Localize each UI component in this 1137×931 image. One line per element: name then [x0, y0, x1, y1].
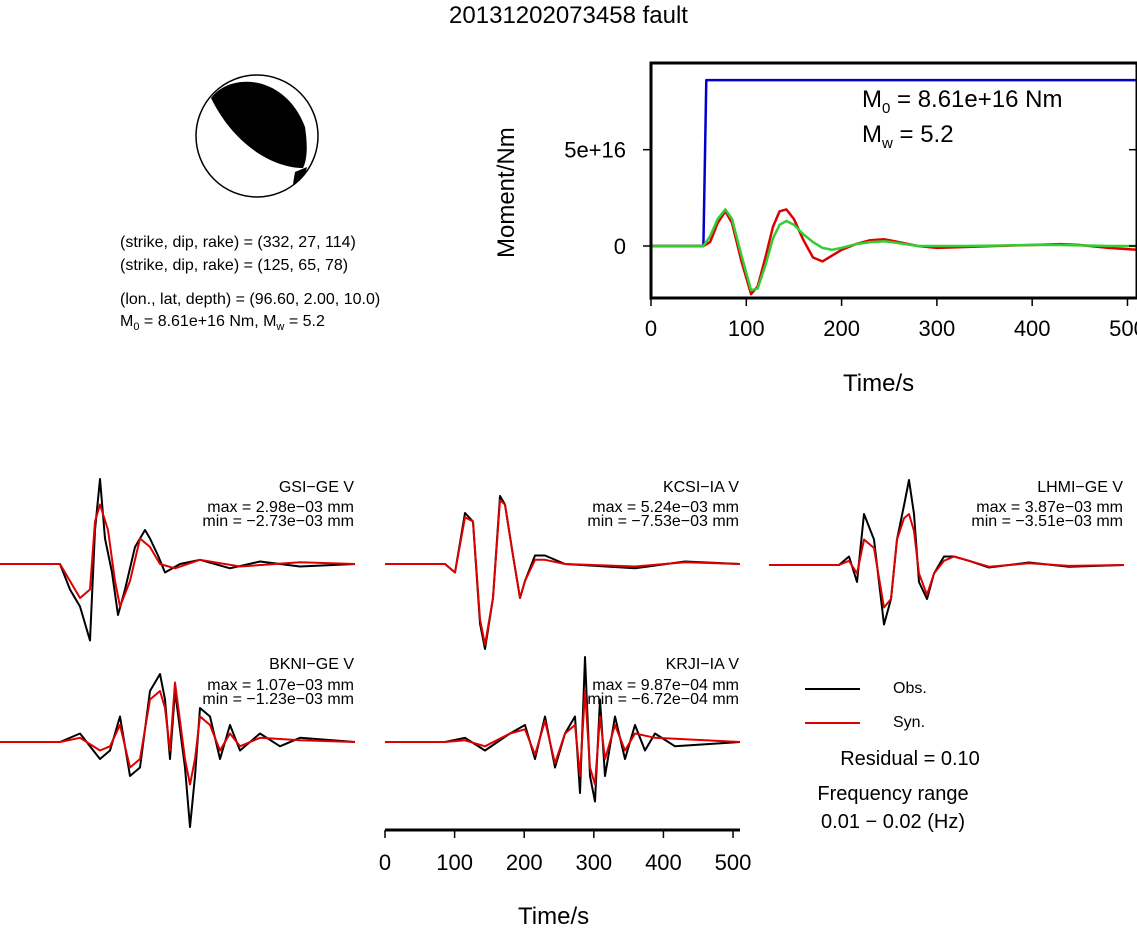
station-min-4: min = −6.72e−04 mm — [587, 691, 739, 708]
moment-xtick-label-1: 100 — [728, 316, 765, 341]
moment-ytick-label-0: 0 — [614, 234, 626, 259]
station-name-4: KRJI−IA V — [665, 656, 739, 673]
station-name-3: BKNI−GE V — [269, 656, 354, 673]
waveform-xtick-label-1: 100 — [436, 850, 473, 875]
waveform-xlabel: Time/s — [518, 903, 590, 930]
moment-xtick-label-3: 300 — [919, 316, 956, 341]
waveform-xtick-label-3: 300 — [575, 850, 612, 875]
magnitude-text: M0 = 8.61e+16 Nm, Mw = 5.2 — [120, 313, 325, 334]
waveform-xtick-label-2: 200 — [506, 850, 543, 875]
legend-obs-label: Obs. — [893, 680, 927, 697]
station-min-3: min = −1.23e−03 mm — [202, 691, 354, 708]
station-max-2: max = 3.87e−03 mm — [976, 499, 1123, 516]
station-2-syn-trace — [769, 513, 1125, 609]
plane1-text: (strike, dip, rake) = (332, 27, 114) — [120, 234, 356, 251]
plane2-text: (strike, dip, rake) = (125, 65, 78) — [120, 257, 349, 274]
page-title: 20131202073458 fault — [449, 2, 688, 29]
station-3-syn-trace — [0, 681, 356, 786]
station-1-syn-trace — [385, 499, 741, 646]
station-max-3: max = 1.07e−03 mm — [207, 677, 354, 694]
station-name-2: LHMI−GE V — [1037, 479, 1123, 496]
moment-xtick-label-2: 200 — [823, 316, 860, 341]
waveform-xtick-label-0: 0 — [379, 850, 391, 875]
location-text: (lon., lat, depth) = (96.60, 2.00, 10.0) — [120, 291, 381, 308]
station-name-0: GSI−GE V — [278, 479, 354, 496]
station-min-2: min = −3.51e−03 mm — [971, 513, 1123, 530]
frequency-range-value: 0.01 − 0.02 (Hz) — [821, 811, 965, 833]
station-max-0: max = 2.98e−03 mm — [207, 499, 354, 516]
moment-plot-frame — [649, 61, 1137, 300]
moment-chart: 0 100 200 300 400 500 0 5e+16 — [564, 61, 1137, 341]
moment-xtick-label-0: 0 — [645, 316, 657, 341]
moment-axes: 0 100 200 300 400 500 0 5e+16 — [564, 138, 1137, 341]
moment-xtick-label-4: 400 — [1014, 316, 1051, 341]
moment-ytick-label-1: 5e+16 — [564, 138, 626, 163]
moment-xtick-label-5: 500 — [1109, 316, 1137, 341]
station-max-1: max = 5.24e−03 mm — [592, 499, 739, 516]
residual-text: Residual = 0.10 — [840, 748, 980, 770]
moment-series-2 — [651, 208, 1137, 292]
waveform-series-group — [0, 478, 1125, 828]
station-4-syn-trace — [385, 690, 741, 786]
moment-annotation-mw: Mw = 5.2 — [862, 121, 954, 152]
station-min-0: min = −2.73e−03 mm — [202, 513, 354, 530]
waveform-xtick-label-5: 500 — [715, 850, 752, 875]
moment-series-group — [651, 78, 1137, 296]
legend-syn-label: Syn. — [893, 714, 926, 731]
frequency-range-label: Frequency range — [817, 783, 969, 805]
station-0-syn-trace — [0, 503, 356, 608]
station-min-1: min = −7.53e−03 mm — [587, 513, 739, 530]
station-max-4: max = 9.87e−04 mm — [592, 677, 739, 694]
moment-annotation-m0: M0 = 8.61e+16 Nm — [862, 86, 1063, 117]
moment-xlabel: Time/s — [843, 370, 915, 397]
beachball-diagram — [195, 74, 319, 198]
waveform-xtick-label-4: 400 — [645, 850, 682, 875]
waveform-time-axis: 0 100 200 300 400 500 — [379, 828, 752, 875]
station-name-1: KCSI−IA V — [662, 479, 739, 496]
station-0-obs-trace — [0, 478, 356, 642]
